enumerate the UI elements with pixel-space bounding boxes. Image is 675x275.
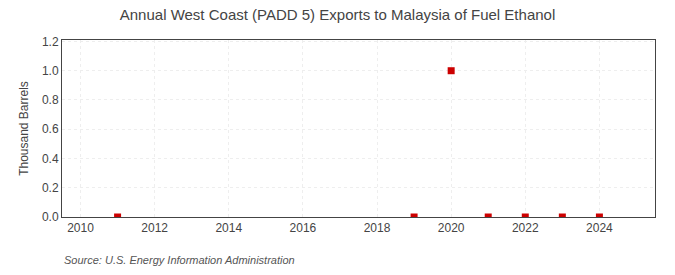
svg-text:0.8: 0.8 [42,93,59,107]
svg-text:Annual West Coast (PADD 5) Exp: Annual West Coast (PADD 5) Exports to Ma… [120,6,555,23]
svg-text:2020: 2020 [438,221,465,235]
svg-text:Thousand Barrels: Thousand Barrels [17,81,31,176]
svg-text:2012: 2012 [141,221,168,235]
svg-text:2022: 2022 [512,221,539,235]
svg-text:2024: 2024 [586,221,613,235]
svg-text:2014: 2014 [215,221,242,235]
svg-text:Source: U.S. Energy Informatio: Source: U.S. Energy Information Administ… [64,254,295,266]
svg-text:2016: 2016 [290,221,317,235]
svg-text:0.0: 0.0 [42,210,59,224]
svg-text:0.2: 0.2 [42,181,59,195]
svg-text:0.6: 0.6 [42,122,59,136]
svg-text:2010: 2010 [67,221,94,235]
svg-text:1.0: 1.0 [42,64,59,78]
svg-text:2018: 2018 [364,221,391,235]
svg-text:0.4: 0.4 [42,152,59,166]
svg-text:1.2: 1.2 [42,35,59,49]
